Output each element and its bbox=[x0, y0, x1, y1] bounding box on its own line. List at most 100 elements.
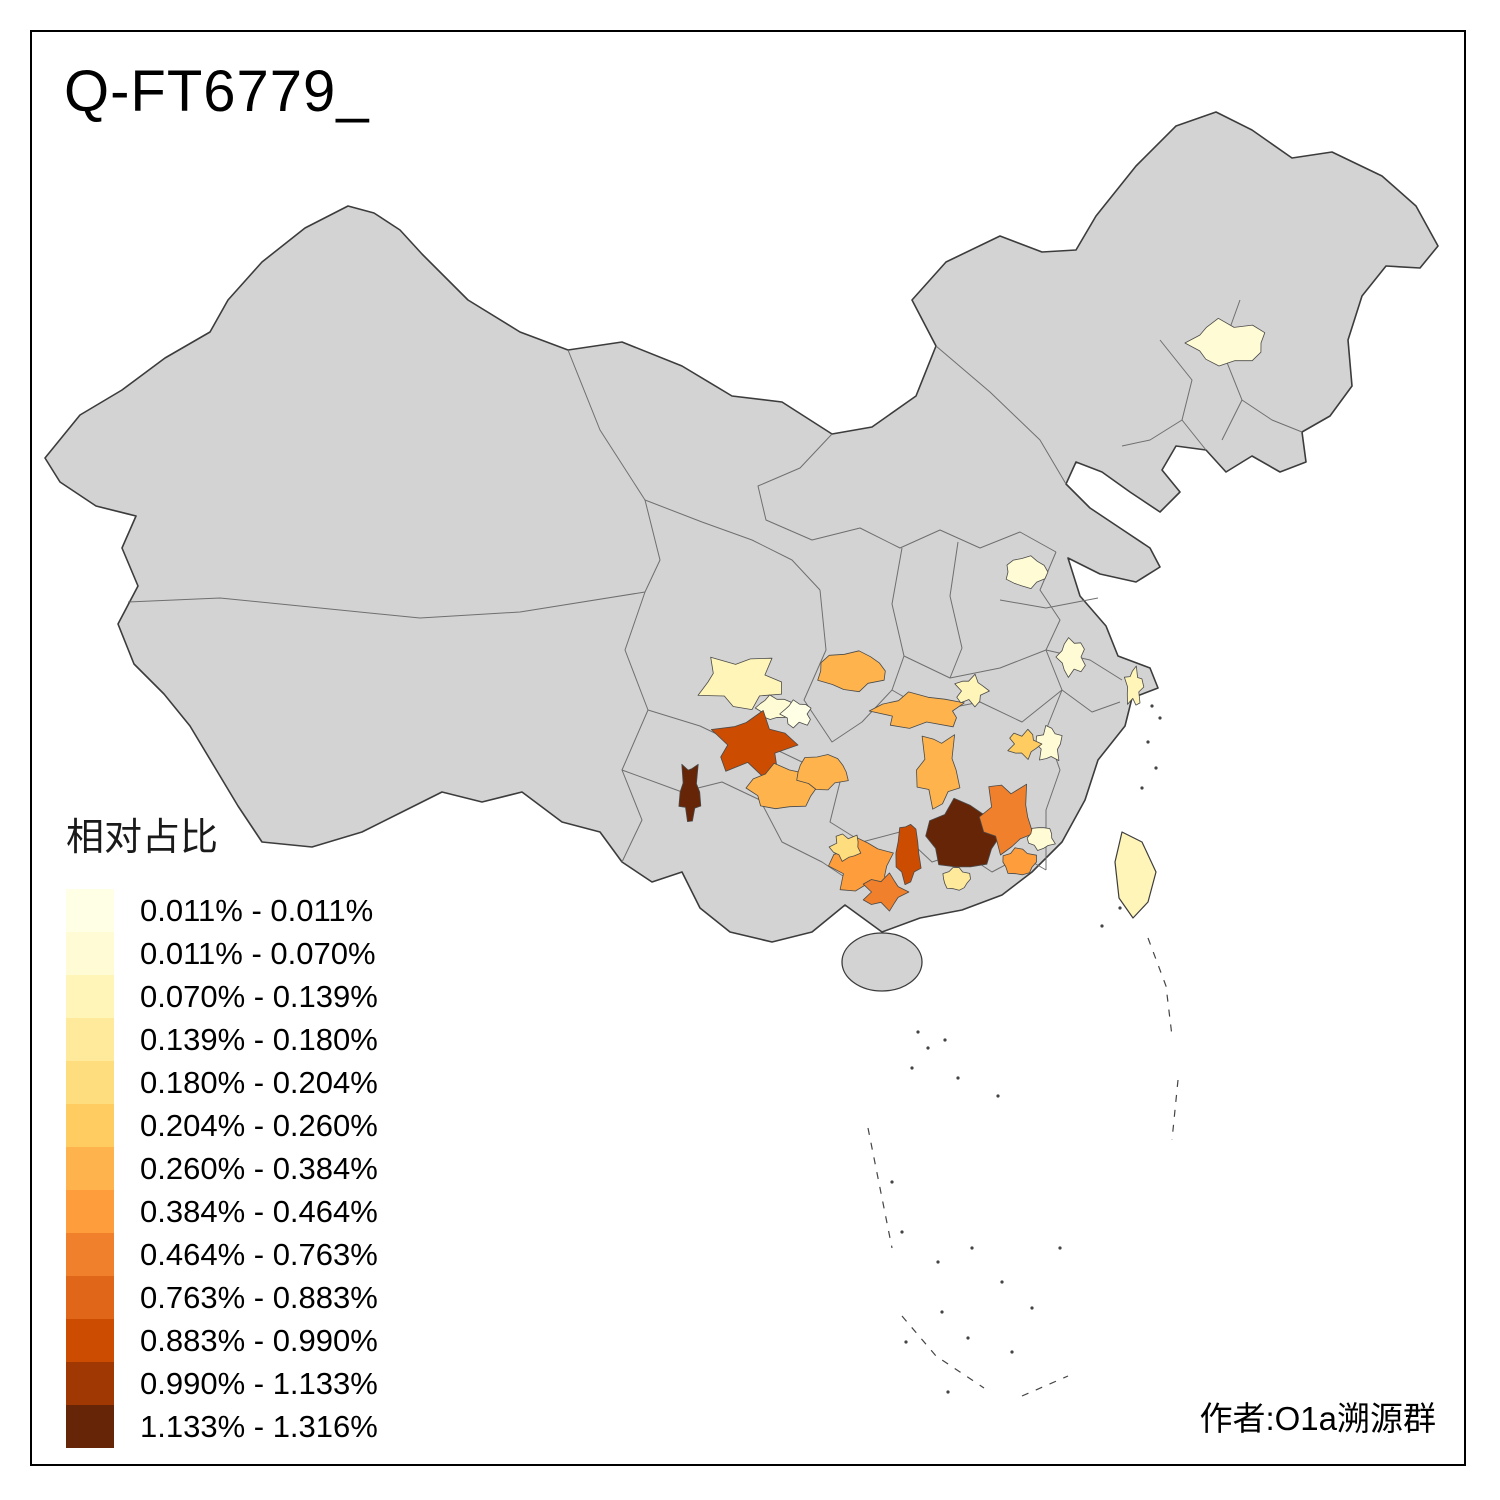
legend-label: 0.990% - 1.133% bbox=[140, 1365, 378, 1401]
shaded-prefecture bbox=[697, 656, 782, 710]
legend-swatch bbox=[66, 1233, 114, 1276]
legend: 相对占比 0.011% - 0.011% 0.011% - 0.070% 0.070… bbox=[66, 806, 378, 1448]
legend-swatch bbox=[66, 975, 114, 1018]
shaded-prefecture bbox=[1026, 827, 1056, 851]
shaded-prefecture bbox=[678, 763, 702, 822]
legend-label: 0.384% - 0.464% bbox=[140, 1193, 378, 1229]
islet-dot bbox=[1030, 1306, 1034, 1310]
legend-swatch bbox=[66, 1104, 114, 1147]
islet-dot bbox=[970, 1246, 974, 1250]
islet-dot bbox=[904, 1340, 908, 1344]
islet-dot bbox=[1158, 716, 1162, 720]
legend-row: 0.464% - 0.763% bbox=[66, 1233, 378, 1276]
legend-label: 0.260% - 0.384% bbox=[140, 1150, 378, 1186]
shaded-prefecture bbox=[828, 833, 862, 862]
legend-row: 0.070% - 0.139% bbox=[66, 975, 378, 1018]
islet-dot bbox=[1118, 906, 1122, 910]
legend-swatch bbox=[66, 1061, 114, 1104]
legend-row: 1.133% - 1.316% bbox=[66, 1405, 378, 1448]
shaded-prefecture bbox=[942, 867, 971, 891]
islet-dot bbox=[1100, 924, 1104, 928]
islet-dot bbox=[946, 1390, 950, 1394]
islet-dot bbox=[943, 1038, 947, 1042]
sea-boundary-dash bbox=[901, 1315, 985, 1389]
shaded-prefecture bbox=[1007, 728, 1043, 760]
province-border bbox=[127, 591, 646, 619]
legend-label: 0.204% - 0.260% bbox=[140, 1107, 378, 1143]
page-title: Q-FT6779_ bbox=[64, 59, 370, 124]
legend-label: 0.464% - 0.763% bbox=[140, 1236, 378, 1272]
legend-swatch bbox=[66, 1362, 114, 1405]
islet-dot bbox=[996, 1094, 1000, 1098]
province-border bbox=[644, 499, 821, 591]
province-border bbox=[935, 345, 1067, 485]
islet-dot bbox=[1010, 1350, 1014, 1354]
shaded-prefecture bbox=[1184, 317, 1266, 367]
shaded-prefecture bbox=[868, 691, 965, 729]
china-outline bbox=[44, 111, 1439, 943]
legend-title: 相对占比 bbox=[66, 817, 219, 859]
islet-dot bbox=[916, 1030, 920, 1034]
province-border bbox=[999, 597, 1099, 609]
province-border bbox=[1061, 689, 1121, 713]
sea-boundary-dash bbox=[1147, 937, 1173, 1037]
legend-swatch bbox=[66, 1276, 114, 1319]
legend-row: 0.883% - 0.990% bbox=[66, 1319, 378, 1362]
sea-boundary-dash bbox=[1171, 1079, 1179, 1141]
legend-row: 0.384% - 0.464% bbox=[66, 1190, 378, 1233]
province-border bbox=[949, 541, 963, 679]
shaded-prefecture bbox=[862, 872, 910, 912]
attribution: 作者:O1a溯源群 bbox=[1199, 1400, 1436, 1437]
islet-dot bbox=[1000, 1280, 1004, 1284]
legend-rows: 0.011% - 0.011% 0.011% - 0.070% 0.070% - 0… bbox=[66, 889, 378, 1448]
shaded-prefecture bbox=[1005, 555, 1049, 589]
legend-label: 0.011% - 0.070% bbox=[140, 935, 376, 971]
legend-swatch bbox=[66, 1319, 114, 1362]
legend-label: 0.011% - 0.011% bbox=[140, 892, 374, 928]
legend-row: 0.260% - 0.384% bbox=[66, 1147, 378, 1190]
shaded-prefecture bbox=[1002, 847, 1037, 876]
province-border bbox=[1221, 299, 1243, 441]
province-border bbox=[757, 433, 1057, 553]
legend-row: 0.763% - 0.883% bbox=[66, 1276, 378, 1319]
shaded-prefecture bbox=[895, 824, 922, 885]
taiwan-island bbox=[1114, 831, 1157, 919]
shaded-prefecture bbox=[916, 734, 961, 810]
hainan-island bbox=[841, 932, 923, 992]
legend-swatch bbox=[66, 1405, 114, 1448]
legend-swatch bbox=[66, 1147, 114, 1190]
islet-dot bbox=[890, 1180, 894, 1184]
islet-dot bbox=[956, 1076, 960, 1080]
islet-dot bbox=[900, 1230, 904, 1234]
islet-dot bbox=[940, 1310, 944, 1314]
shaded-prefecture bbox=[1055, 637, 1086, 678]
sea-boundary-dash bbox=[1021, 1375, 1069, 1397]
legend-row: 0.011% - 0.070% bbox=[66, 932, 378, 975]
shaded-prefecture bbox=[978, 783, 1034, 856]
legend-swatch bbox=[66, 932, 114, 975]
province-border bbox=[803, 589, 893, 743]
province-border bbox=[1039, 551, 1061, 651]
province-border bbox=[621, 591, 649, 863]
province-border bbox=[759, 741, 901, 843]
islet-dot bbox=[926, 1046, 930, 1050]
province-border bbox=[891, 547, 905, 691]
legend-label: 0.763% - 0.883% bbox=[140, 1279, 378, 1315]
legend-label: 0.139% - 0.180% bbox=[140, 1021, 378, 1057]
shaded-prefecture bbox=[954, 673, 990, 708]
islet-dot bbox=[1140, 786, 1144, 790]
legend-label: 0.883% - 0.990% bbox=[140, 1322, 378, 1358]
legend-row: 0.990% - 1.133% bbox=[66, 1362, 378, 1405]
shaded-prefecture bbox=[796, 754, 849, 791]
province-border bbox=[1241, 399, 1303, 433]
legend-label: 0.180% - 0.204% bbox=[140, 1064, 378, 1100]
legend-swatch bbox=[66, 1190, 114, 1233]
province-border bbox=[1159, 339, 1207, 451]
shaded-prefecture bbox=[817, 650, 886, 693]
province-border bbox=[1121, 419, 1183, 447]
legend-swatch bbox=[66, 889, 114, 932]
islet-dot bbox=[910, 1066, 914, 1070]
legend-label: 0.070% - 0.139% bbox=[140, 978, 378, 1014]
sea-boundary-dash bbox=[867, 1127, 893, 1249]
